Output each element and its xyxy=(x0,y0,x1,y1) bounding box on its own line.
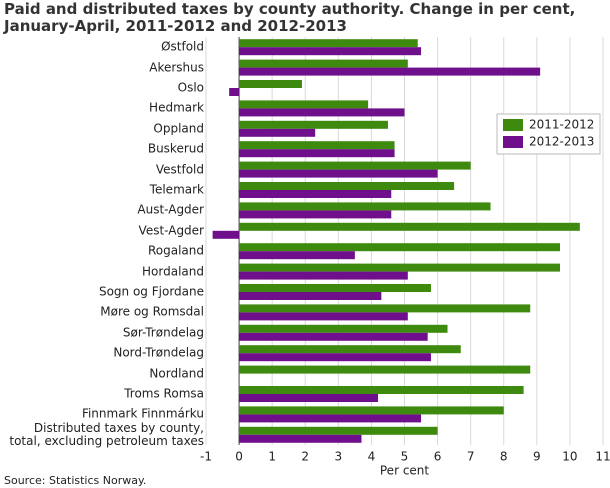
bar xyxy=(239,345,461,354)
bar xyxy=(239,120,388,129)
x-tick-label: 2 xyxy=(301,450,309,464)
bar xyxy=(239,271,408,280)
x-tick-label: 8 xyxy=(500,450,508,464)
bar xyxy=(239,263,560,272)
bar xyxy=(239,353,431,362)
x-tick-label: 1 xyxy=(268,450,276,464)
x-tick-label: 5 xyxy=(401,450,409,464)
y-tick-label: Telemark xyxy=(149,182,204,197)
y-tick-label: Rogaland xyxy=(147,243,204,258)
bar xyxy=(239,304,531,313)
x-tick-label: 0 xyxy=(235,450,243,464)
bar xyxy=(239,202,491,211)
bar xyxy=(239,292,382,300)
bar xyxy=(239,59,408,68)
y-tick-label: Distributed taxes by county, total, excl… xyxy=(9,420,204,448)
bar xyxy=(212,230,240,239)
x-tick-label: 6 xyxy=(434,450,442,464)
x-tick-label: 7 xyxy=(467,450,475,464)
bar xyxy=(239,100,369,109)
bar xyxy=(239,39,418,48)
y-tick-label: Nordland xyxy=(149,366,204,381)
y-tick-label: Troms Romsa xyxy=(124,386,204,401)
bar xyxy=(229,88,240,96)
legend-label: 2011-2012 xyxy=(529,118,594,132)
bar xyxy=(239,190,392,198)
bar xyxy=(239,394,379,402)
x-tick-label: 3 xyxy=(335,450,343,464)
y-tick-label: Hordaland xyxy=(142,264,204,279)
y-tick-label: Sør-Trøndelag xyxy=(122,325,204,340)
bar xyxy=(239,365,531,374)
bar xyxy=(239,67,541,76)
bar xyxy=(239,324,448,333)
bar xyxy=(239,182,455,190)
bar xyxy=(239,312,408,321)
legend-swatch xyxy=(503,119,523,131)
y-tick-label: Vest-Agder xyxy=(138,223,204,238)
x-tick-label: 9 xyxy=(533,450,541,464)
bar xyxy=(239,426,438,435)
x-tick-label: 11 xyxy=(595,450,610,464)
legend-label: 2012-2013 xyxy=(529,135,594,149)
y-tick-label: Akershus xyxy=(149,60,204,75)
y-tick-label: Aust-Agder xyxy=(137,202,204,217)
y-tick-label: Oppland xyxy=(153,121,204,136)
bar xyxy=(239,47,422,56)
bar xyxy=(239,161,471,170)
bar xyxy=(239,149,395,158)
y-tick-label: Finnmark Finnmárku xyxy=(81,406,204,421)
bar xyxy=(239,406,504,415)
bar xyxy=(239,108,405,117)
source: Source: Statistics Norway. xyxy=(4,474,147,487)
bar xyxy=(239,141,395,150)
bar xyxy=(239,434,362,443)
x-tick-label: 4 xyxy=(368,450,376,464)
y-tick-label: Sogn og Fjordane xyxy=(98,284,204,299)
y-tick-label: Møre og Romsdal xyxy=(100,304,204,319)
bar xyxy=(239,332,428,341)
bar xyxy=(239,251,355,260)
bar xyxy=(239,128,316,137)
chart-title: Paid and distributed taxes by county aut… xyxy=(4,0,576,35)
bar xyxy=(239,222,580,231)
bar xyxy=(239,284,431,292)
y-tick-label: Østfold xyxy=(161,39,204,54)
y-tick-label: Vestfold xyxy=(155,162,204,177)
bar xyxy=(239,210,392,219)
y-tick-label: Buskerud xyxy=(147,141,204,156)
x-tick-label: 10 xyxy=(562,450,577,464)
bar xyxy=(239,243,560,252)
x-axis-label: Per cent xyxy=(380,464,430,478)
bar xyxy=(239,169,438,178)
bar xyxy=(239,414,422,423)
bar xyxy=(239,386,524,394)
legend-swatch xyxy=(503,136,523,148)
bar xyxy=(239,80,302,88)
x-tick-label: -1 xyxy=(200,450,212,464)
y-tick-label: Oslo xyxy=(177,80,204,95)
y-tick-label: Nord-Trøndelag xyxy=(113,345,204,360)
y-tick-label: Hedmark xyxy=(149,100,204,115)
